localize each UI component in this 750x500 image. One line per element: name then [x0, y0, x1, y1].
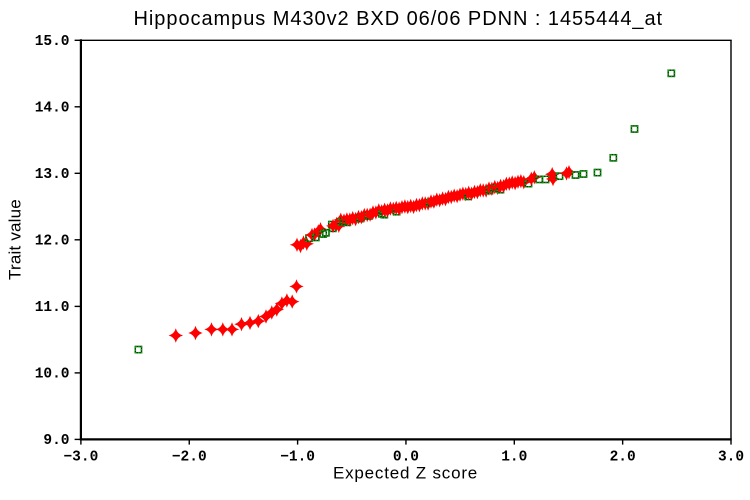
svg-text:2.0: 2.0 — [610, 450, 636, 466]
svg-text:Trait value: Trait value — [6, 199, 25, 280]
svg-text:Expected Z score: Expected Z score — [333, 464, 478, 483]
svg-text:13.0: 13.0 — [35, 167, 70, 183]
svg-text:15.0: 15.0 — [35, 34, 70, 50]
svg-text:−1.0: −1.0 — [280, 450, 315, 466]
svg-text:11.0: 11.0 — [35, 300, 70, 316]
svg-text:9.0: 9.0 — [43, 433, 69, 449]
svg-text:−3.0: −3.0 — [63, 450, 98, 466]
svg-text:0.0: 0.0 — [393, 450, 419, 466]
svg-text:12.0: 12.0 — [35, 234, 70, 250]
svg-text:Hippocampus M430v2 BXD 06/06 P: Hippocampus M430v2 BXD 06/06 PDNN : 1455… — [134, 8, 664, 30]
svg-text:14.0: 14.0 — [35, 101, 70, 117]
svg-text:1.0: 1.0 — [501, 450, 527, 466]
svg-text:10.0: 10.0 — [35, 367, 70, 383]
svg-text:3.0: 3.0 — [718, 450, 744, 466]
svg-text:−2.0: −2.0 — [172, 450, 207, 466]
